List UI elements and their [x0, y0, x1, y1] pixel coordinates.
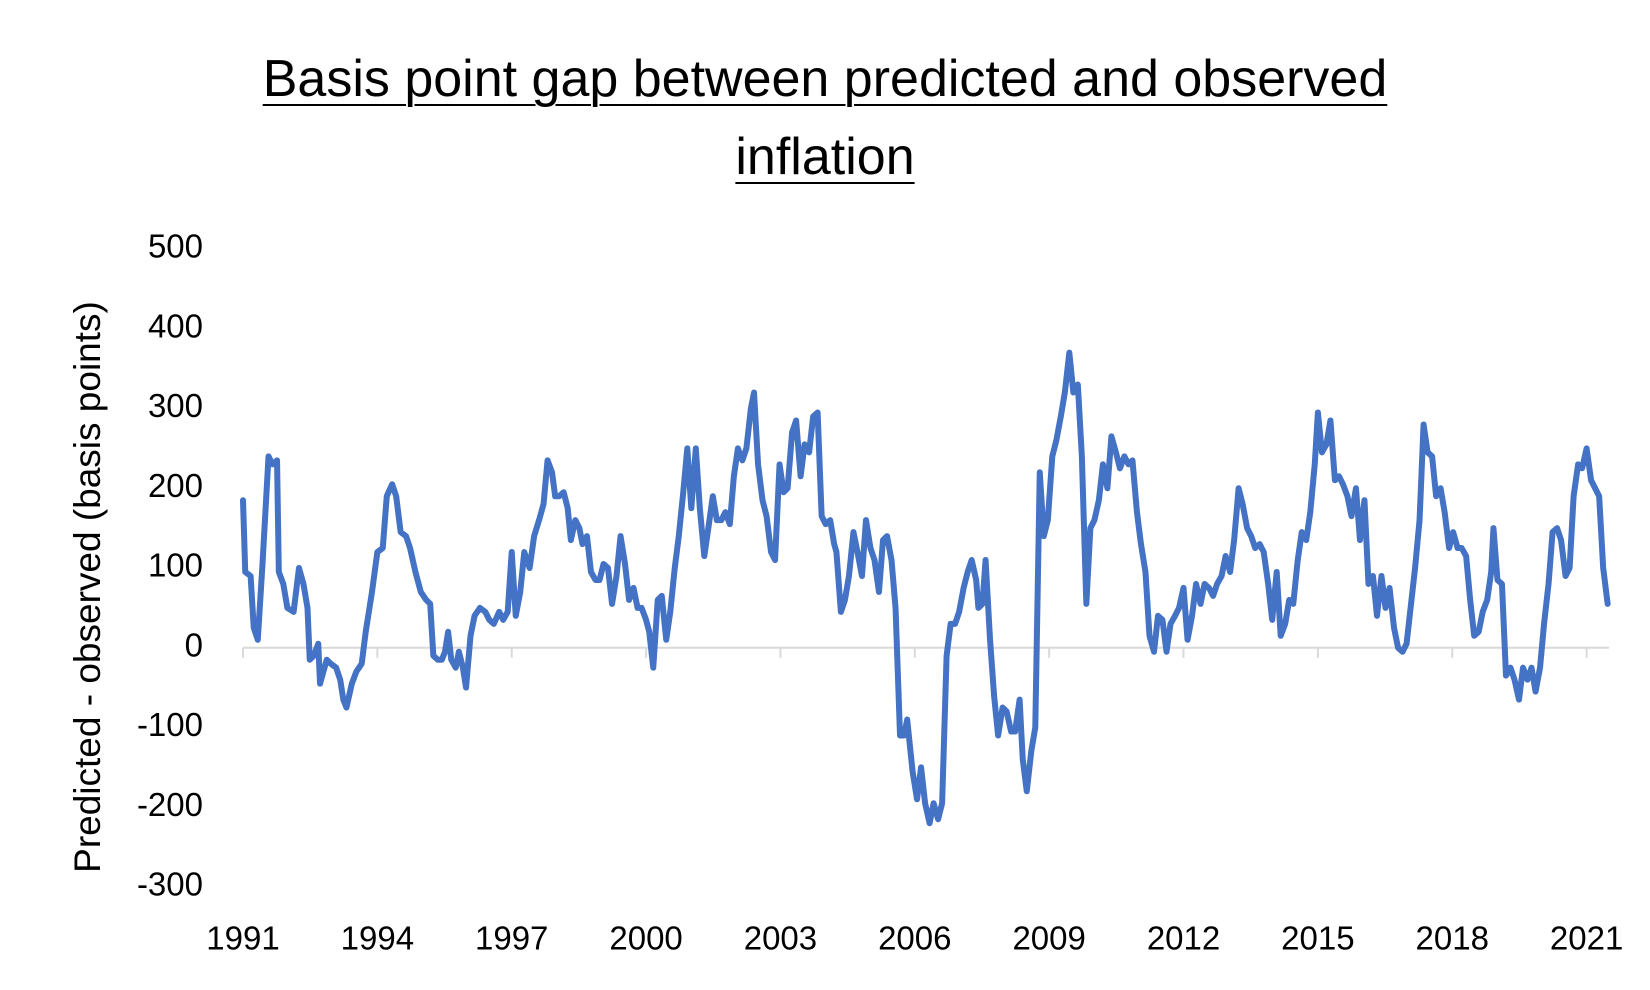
x-tick-label: 2006	[878, 920, 951, 957]
y-tick-label: 100	[148, 547, 203, 584]
x-tick-label: 1994	[341, 920, 414, 957]
x-tick-label: 2009	[1012, 920, 1085, 957]
y-axis-label: Predicted - observed (basis points)	[67, 301, 108, 873]
y-tick-label: 0	[185, 626, 203, 663]
x-tick-label: 2015	[1281, 920, 1354, 957]
x-tick-label: 2018	[1416, 920, 1489, 957]
x-tick-label: 2000	[609, 920, 682, 957]
y-tick-label: -200	[137, 786, 203, 823]
y-tick-label: 500	[148, 228, 203, 265]
x-tick-label: 2003	[744, 920, 817, 957]
x-tick-label: 2012	[1147, 920, 1220, 957]
x-tick-label: 1991	[206, 920, 279, 957]
chart-title: Basis point gap between predicted and ob…	[262, 50, 1388, 186]
y-tick-label: -300	[137, 866, 203, 903]
y-tick-label: 400	[148, 307, 203, 344]
y-tick-label: 300	[148, 387, 203, 424]
y-tick-label: -100	[137, 706, 203, 743]
data-line	[240, 349, 1611, 827]
x-tick-label: 1997	[475, 920, 548, 957]
y-tick-label: 200	[148, 467, 203, 504]
x-tick-label: 2021	[1550, 920, 1623, 957]
